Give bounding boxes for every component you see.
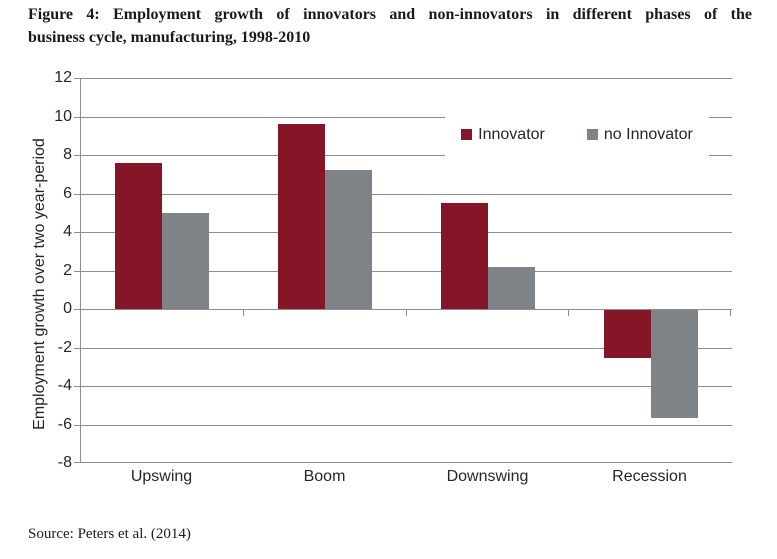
y-tick-0 <box>74 309 80 310</box>
bar-no-innovator-upswing <box>162 213 209 309</box>
gridline-y-2 <box>81 271 732 272</box>
y-tick--2 <box>74 348 80 349</box>
legend-label-innovator: Innovator <box>478 125 545 143</box>
x-boundary-tick-4 <box>730 309 731 316</box>
gridline-y--2 <box>81 348 732 349</box>
bar-innovator-boom <box>278 124 325 309</box>
gridline-y-6 <box>81 194 732 195</box>
y-tick-label-12: 12 <box>54 69 72 86</box>
x-category-label-boom: Boom <box>303 468 346 485</box>
y-tick-label--2: -2 <box>57 339 72 356</box>
bar-no-innovator-boom <box>325 170 372 309</box>
x-category-label-upswing: Upswing <box>130 468 193 485</box>
x-boundary-tick-2 <box>406 309 407 316</box>
y-tick--4 <box>74 386 80 387</box>
legend-swatch-no-innovator <box>586 129 598 140</box>
legend-label-no-innovator: no Innovator <box>603 125 693 143</box>
gridline-y--6 <box>81 425 732 426</box>
figure-caption-line1: Figure 4: Employment growth of innovator… <box>28 6 752 23</box>
y-tick-label-6: 6 <box>63 185 72 202</box>
gridline-y-8 <box>81 155 732 156</box>
x-category-label-downswing: Downswing <box>446 468 529 485</box>
source-note: Source: Peters et al. (2014) <box>28 526 191 542</box>
x-boundary-tick-0 <box>80 309 81 316</box>
bar-no-innovator-downswing <box>488 267 535 309</box>
y-tick-4 <box>74 232 80 233</box>
y-tick-12 <box>74 78 80 79</box>
gridline-y-10 <box>81 117 732 118</box>
x-category-label-recession: Recession <box>612 468 687 485</box>
legend-swatch-innovator <box>461 129 473 140</box>
y-tick-label-2: 2 <box>63 262 72 279</box>
bar-innovator-recession <box>604 310 651 358</box>
x-boundary-tick-3 <box>568 309 569 316</box>
y-tick-label-10: 10 <box>54 108 72 125</box>
y-tick-8 <box>74 155 80 156</box>
y-tick-label-8: 8 <box>63 146 72 163</box>
y-tick-6 <box>74 194 80 195</box>
gridline-y--4 <box>81 386 732 387</box>
y-tick-10 <box>74 117 80 118</box>
y-tick-2 <box>74 271 80 272</box>
bar-no-innovator-recession <box>651 310 698 418</box>
y-tick--8 <box>74 462 80 463</box>
gridline-y--8 <box>81 462 732 463</box>
legend-entry-innovator: Innovator <box>461 126 545 144</box>
y-tick--6 <box>74 425 80 426</box>
x-boundary-tick-1 <box>243 309 244 316</box>
y-tick-label--4: -4 <box>57 377 72 394</box>
y-tick-label-4: 4 <box>63 223 72 240</box>
legend-entry-no-innovator: no Innovator <box>586 125 693 144</box>
bar-innovator-upswing <box>115 163 162 309</box>
figure-caption-line2: business cycle, manufacturing, 1998-2010 <box>28 29 311 46</box>
chart-legend: Innovator no Innovator <box>445 111 709 158</box>
y-tick-label-0: 0 <box>63 300 72 317</box>
gridline-y-4 <box>81 232 732 233</box>
figure-caption: Figure 4: Employment growth of innovator… <box>28 3 752 49</box>
bar-innovator-downswing <box>441 203 488 309</box>
y-tick-label--6: -6 <box>57 416 72 433</box>
y-tick-label--8: -8 <box>57 454 72 471</box>
gridline-y-12 <box>81 78 732 79</box>
